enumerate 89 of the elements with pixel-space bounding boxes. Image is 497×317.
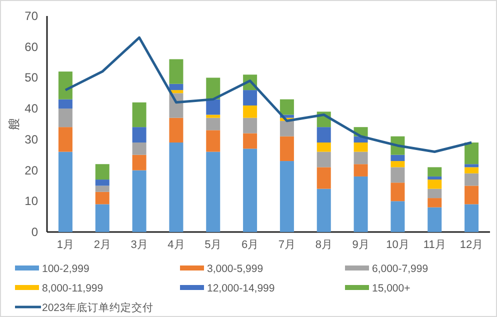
bar bbox=[316, 167, 331, 189]
bar bbox=[464, 142, 479, 164]
y-tick-label: 50 bbox=[24, 70, 38, 85]
x-tick-label: 1月 bbox=[56, 239, 74, 251]
legend-label: 15,000+ bbox=[372, 282, 410, 294]
bar bbox=[280, 136, 294, 162]
x-tick-label: 2月 bbox=[94, 239, 111, 251]
x-tick-label: 4月 bbox=[168, 239, 185, 251]
y-tick-label: 30 bbox=[24, 132, 38, 146]
bar bbox=[206, 99, 220, 115]
bar bbox=[428, 198, 442, 208]
bar bbox=[95, 204, 110, 232]
bar bbox=[428, 207, 442, 232]
bar bbox=[243, 133, 258, 149]
bar bbox=[95, 180, 110, 186]
legend-label: 12,000-14,999 bbox=[207, 282, 275, 294]
y-tick-label: 40 bbox=[24, 102, 38, 116]
bar bbox=[243, 118, 258, 134]
y-tick-label: 20 bbox=[24, 163, 38, 178]
bar bbox=[390, 154, 405, 162]
bar bbox=[464, 167, 479, 174]
bar bbox=[354, 152, 368, 164]
y-tick-label: 70 bbox=[24, 9, 38, 23]
bar bbox=[132, 102, 146, 128]
bar bbox=[464, 173, 479, 186]
x-tick-label: 5月 bbox=[204, 239, 222, 251]
bar bbox=[206, 152, 220, 232]
bar bbox=[206, 78, 220, 100]
bar bbox=[316, 152, 331, 168]
bar bbox=[132, 127, 146, 143]
bar bbox=[316, 127, 331, 143]
legend-label: 8,000-11,999 bbox=[42, 282, 104, 294]
legend-label: 2023年底订单约定交付 bbox=[42, 301, 154, 314]
bar bbox=[464, 204, 479, 232]
bar bbox=[428, 188, 442, 198]
bar bbox=[95, 186, 110, 192]
bar bbox=[206, 118, 220, 130]
bar bbox=[132, 154, 146, 170]
bar bbox=[428, 180, 442, 189]
x-tick-label: 11月 bbox=[423, 239, 446, 251]
y-tick-label: 0 bbox=[31, 225, 38, 239]
bar bbox=[58, 108, 72, 128]
y-axis-title: 艘 bbox=[7, 118, 21, 130]
x-tick-label: 12月 bbox=[460, 239, 484, 251]
x-tick-label: 9月 bbox=[352, 239, 370, 251]
bar bbox=[280, 120, 294, 136]
legend-label: 100-2,999 bbox=[42, 263, 90, 275]
bar bbox=[390, 201, 405, 232]
bar bbox=[169, 142, 184, 232]
bar bbox=[95, 192, 110, 204]
bar bbox=[316, 188, 331, 232]
bar bbox=[316, 142, 331, 152]
bar bbox=[206, 130, 220, 152]
bar bbox=[354, 142, 368, 152]
bar bbox=[169, 59, 184, 84]
bar bbox=[95, 164, 110, 180]
bar bbox=[169, 84, 184, 90]
bar bbox=[390, 167, 405, 183]
y-tick-label: 10 bbox=[24, 194, 38, 208]
x-tick-label: 6月 bbox=[241, 239, 259, 251]
bar bbox=[280, 161, 294, 232]
line-series bbox=[64, 36, 473, 154]
bar bbox=[58, 127, 72, 152]
bar bbox=[58, 152, 72, 232]
legend-label: 3,000-5,999 bbox=[207, 263, 264, 275]
bar bbox=[390, 161, 405, 168]
bar bbox=[132, 142, 146, 155]
bar bbox=[390, 182, 405, 202]
x-tick-label: 8月 bbox=[315, 239, 332, 251]
bar bbox=[428, 167, 442, 176]
bar bbox=[354, 176, 368, 232]
y-tick-label: 60 bbox=[24, 40, 38, 54]
bar bbox=[464, 186, 479, 204]
bar bbox=[243, 90, 258, 106]
bar bbox=[243, 105, 258, 118]
bar bbox=[243, 148, 258, 232]
bar bbox=[58, 72, 72, 100]
x-tick-label: 7月 bbox=[278, 239, 296, 251]
bar bbox=[206, 114, 220, 118]
bar bbox=[169, 118, 184, 143]
x-tick-label: 10月 bbox=[386, 239, 410, 251]
bar bbox=[132, 170, 146, 232]
bar bbox=[428, 176, 442, 180]
bar bbox=[464, 164, 479, 168]
bar bbox=[280, 99, 294, 115]
x-tick-label: 3月 bbox=[130, 239, 148, 251]
bar bbox=[354, 164, 368, 176]
legend-label: 6,000-7,999 bbox=[372, 263, 428, 275]
bar bbox=[58, 99, 72, 109]
